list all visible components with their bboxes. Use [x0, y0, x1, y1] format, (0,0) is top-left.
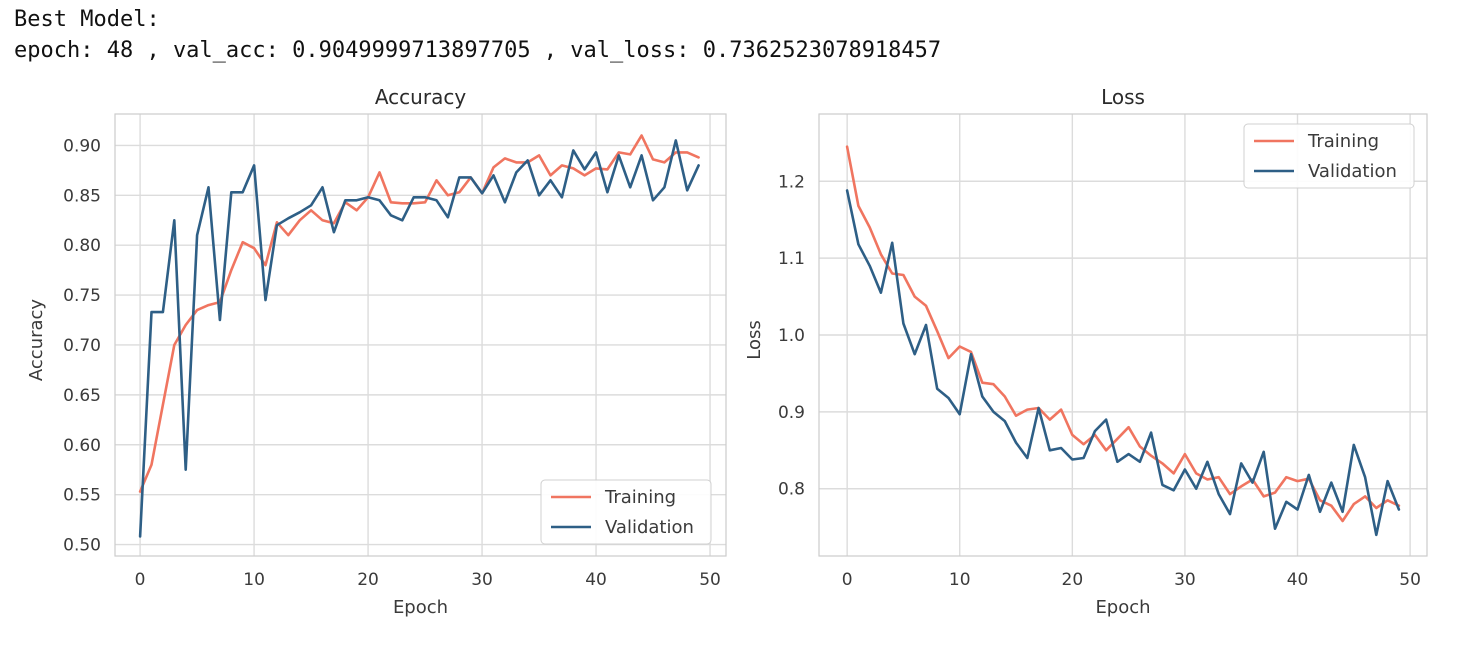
y-tick-label: 0.55: [63, 486, 101, 506]
x-tick-label: 0: [842, 570, 853, 590]
y-tick-label: 0.75: [63, 286, 101, 306]
x-tick-label: 40: [585, 570, 607, 590]
y-tick-label: 0.65: [63, 386, 101, 406]
y-tick-label: 1.1: [778, 249, 805, 269]
y-tick-label: 0.70: [63, 336, 101, 356]
y-tick-label: 0.9: [778, 403, 805, 423]
y-axis-label: Accuracy: [26, 299, 47, 382]
loss-chart: 0 10 20 30 40 50 0.8 0.9 1.0 1.1 1.2 Loss Epoch Loss T…: [744, 85, 1428, 618]
x-tick-label: 30: [1174, 570, 1196, 590]
y-tick-label: 0.80: [63, 236, 101, 256]
x-tick-label: 0: [135, 570, 146, 590]
x-tick-label: 10: [243, 570, 265, 590]
x-tick-label: 20: [357, 570, 379, 590]
x-tick-label: 30: [471, 570, 493, 590]
legend-label-training: Training: [1307, 131, 1379, 152]
chart-title: Accuracy: [375, 85, 466, 109]
x-tick-label: 50: [1399, 570, 1421, 590]
x-tick-label: 40: [1287, 570, 1309, 590]
y-tick-label: 0.50: [63, 536, 101, 556]
legend-label-validation: Validation: [1308, 161, 1397, 182]
x-tick-label: 20: [1062, 570, 1084, 590]
y-tick-label: 0.60: [63, 436, 101, 456]
best-model-header: Best Model: epoch: 48 , val_acc: 0.90499…: [14, 4, 941, 66]
validation-line: [138, 139, 700, 538]
x-axis-label: Epoch: [393, 597, 448, 618]
header-title: Best Model:: [14, 7, 160, 32]
legend: Training Validation: [540, 479, 712, 545]
y-axis-label: Loss: [744, 320, 765, 359]
y-tick-label: 1.0: [778, 326, 805, 346]
legend-label-validation: Validation: [605, 517, 694, 538]
x-tick-label: 10: [949, 570, 971, 590]
validation-line: [845, 189, 1401, 537]
y-tick-label: 0.90: [63, 136, 101, 156]
x-axis-label: Epoch: [1095, 597, 1150, 618]
chart-title: Loss: [1101, 85, 1145, 109]
plot-frame: [114, 113, 727, 557]
y-tick-label: 0.8: [778, 480, 805, 500]
legend: Training Validation: [1243, 123, 1415, 189]
y-tick-label: 1.2: [778, 172, 805, 192]
x-tick-label: 50: [699, 570, 721, 590]
training-line: [138, 134, 700, 493]
plot-frame: [818, 113, 1428, 557]
accuracy-chart: 0 10 20 30 40 50 0.50 0.55 0.60 0.65 0.70 0.75 0.80 0…: [26, 85, 727, 618]
y-tick-label: 0.85: [63, 186, 101, 206]
legend-label-training: Training: [604, 487, 676, 508]
header-summary: epoch: 48 , val_acc: 0.9049999713897705 …: [14, 38, 942, 63]
